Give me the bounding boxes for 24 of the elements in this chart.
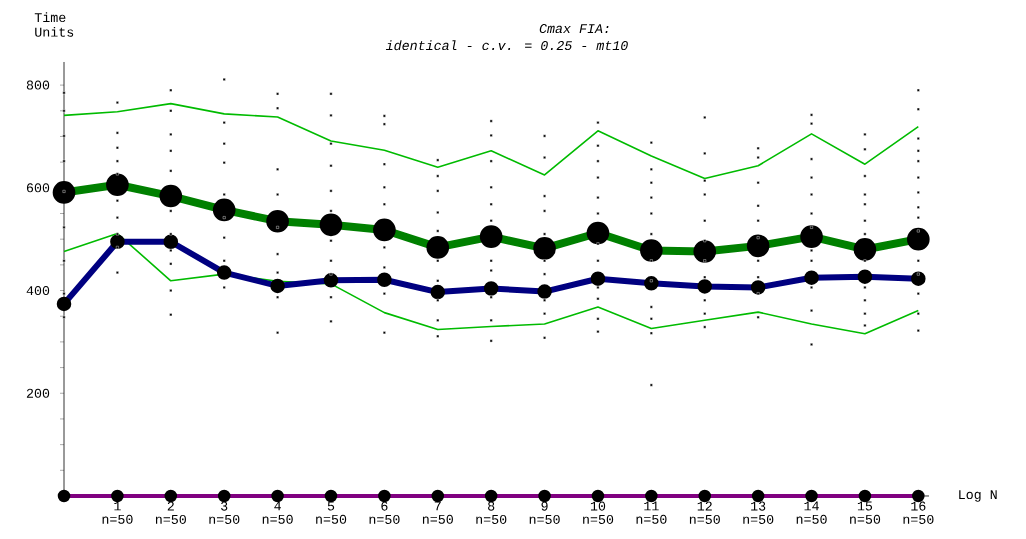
x-tick-label: 15 n=50 (850, 501, 881, 524)
x-tick-label: 14 n=50 (796, 501, 827, 524)
chart-title: Cmax FIA: (539, 24, 609, 34)
line-series (63, 102, 920, 180)
x-tick-label: 3 n=50 (209, 501, 240, 524)
x-tick-label: 2 n=50 (155, 501, 186, 524)
x-tick-label: 10 n=50 (583, 501, 614, 524)
line-series (63, 232, 920, 335)
x-tick-label: 16 n=50 (903, 501, 934, 524)
x-tick-label: 6 n=50 (369, 501, 400, 524)
x-tick-label: 9 n=50 (529, 501, 560, 524)
y-tick-label: 600 (26, 183, 50, 193)
y-tick-label: 200 (26, 388, 50, 398)
x-tick-label: 1 n=50 (102, 501, 133, 524)
chart-subtitle: identical - c.v. = 0.25 - mt10 (385, 40, 628, 51)
y-tick-label: 400 (26, 286, 50, 296)
x-tick-label: 11 n=50 (636, 501, 667, 524)
y-tick-label: 800 (26, 80, 50, 90)
x-tick-label: 4 n=50 (262, 501, 293, 524)
x-tick-label: 12 n=50 (689, 501, 720, 524)
y-axis-title: Time Units (34, 12, 74, 37)
x-tick-label: 13 n=50 (743, 501, 774, 524)
x-tick-label: 8 n=50 (476, 501, 507, 524)
x-axis-title: Log N (959, 490, 997, 502)
